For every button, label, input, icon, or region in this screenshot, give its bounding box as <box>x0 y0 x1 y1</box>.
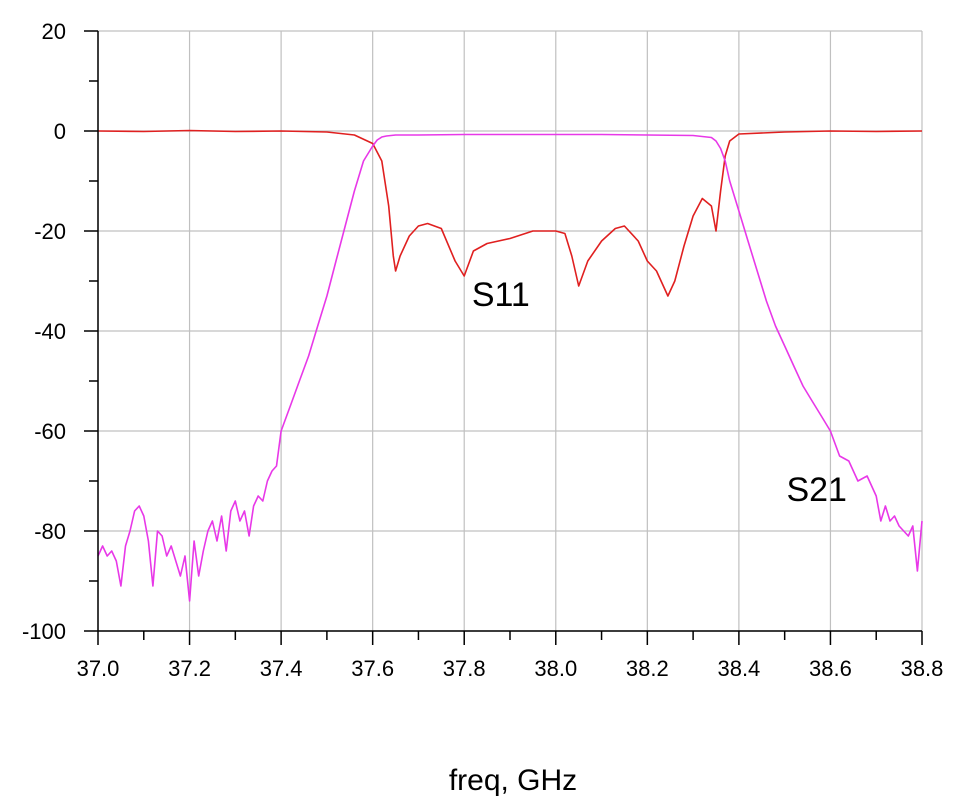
annotations: S11 S21 <box>472 276 847 509</box>
x-tick-label: 38.0 <box>534 656 577 681</box>
x-tick-label: 37.8 <box>443 656 486 681</box>
y-tick-label: -20 <box>34 219 66 244</box>
grid <box>97 30 923 632</box>
y-tick-label: 0 <box>54 119 66 144</box>
series-line-s11 <box>97 129 923 297</box>
series-label-s21: S21 <box>786 471 847 509</box>
series-group <box>97 129 923 602</box>
y-tick-label: -60 <box>34 419 66 444</box>
x-tick-label: 37.2 <box>168 656 211 681</box>
x-tick-label: 38.6 <box>809 656 852 681</box>
x-axis: 37.0 37.2 37.4 37.6 37.8 38.0 38.2 38.4 38.6 38.8 <box>77 631 944 681</box>
x-tick-label: 37.6 <box>351 656 394 681</box>
y-tick-label: -100 <box>22 619 66 644</box>
y-tick-label: -40 <box>34 319 66 344</box>
y-axis: 20 0 -20 -40 -60 -80 -100 <box>22 19 98 644</box>
x-tick-label: 37.0 <box>77 656 120 681</box>
y-tick-label: -80 <box>34 519 66 544</box>
x-tick-label: 38.2 <box>626 656 669 681</box>
x-tick-label: 38.8 <box>901 656 944 681</box>
series-line-s21 <box>97 133 923 602</box>
x-tick-label: 37.4 <box>260 656 303 681</box>
series-label-s11: S11 <box>472 276 530 314</box>
x-tick-label: 38.4 <box>717 656 760 681</box>
y-tick-label: 20 <box>42 19 66 44</box>
x-axis-title: freq, GHz <box>449 764 577 797</box>
